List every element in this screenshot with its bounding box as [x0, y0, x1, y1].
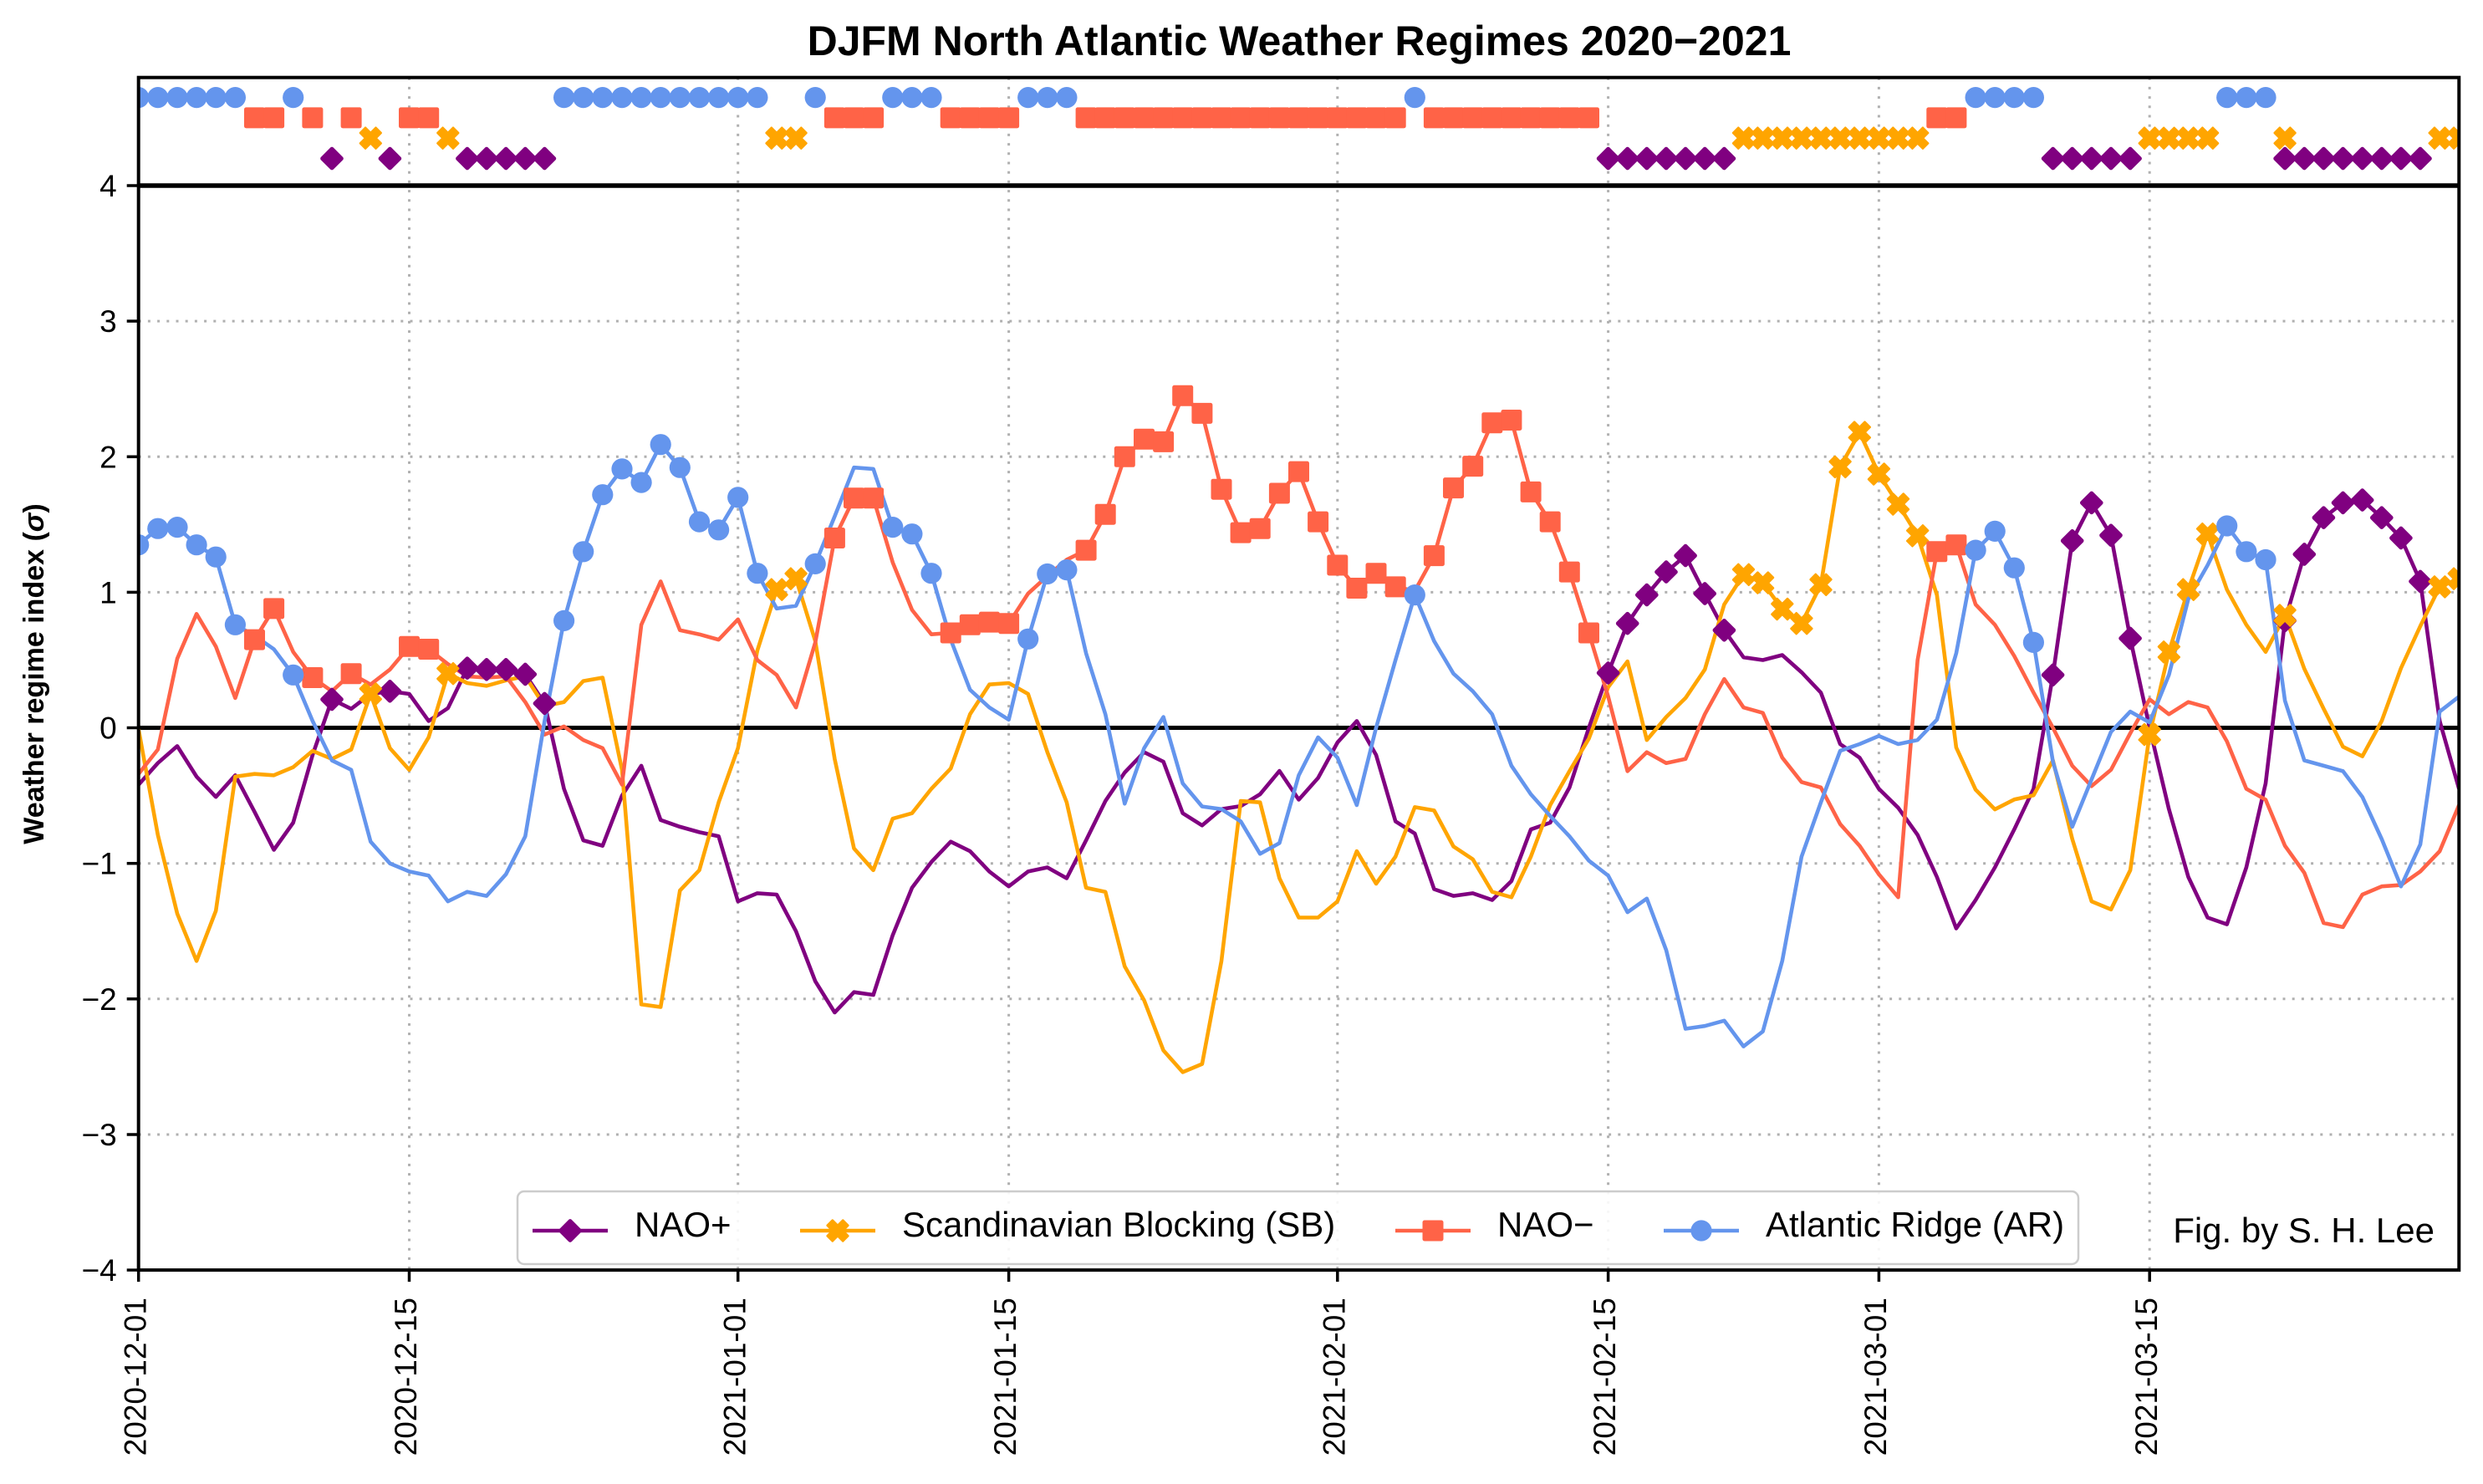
- svg-text:2021-01-01: 2021-01-01: [717, 1298, 752, 1456]
- svg-text:−1: −1: [82, 847, 117, 881]
- svg-text:2021-02-15: 2021-02-15: [1588, 1298, 1622, 1456]
- svg-text:DJFM North Atlantic Weather Re: DJFM North Atlantic Weather Regimes 2020…: [808, 18, 1792, 64]
- svg-text:2021-01-15: 2021-01-15: [988, 1298, 1022, 1456]
- svg-text:0: 0: [99, 711, 117, 746]
- svg-text:−4: −4: [82, 1253, 117, 1288]
- svg-text:Weather regime index (σ): Weather regime index (σ): [18, 503, 50, 844]
- svg-text:2021-02-01: 2021-02-01: [1317, 1298, 1351, 1456]
- svg-text:1: 1: [99, 575, 117, 609]
- svg-text:NAO+: NAO+: [635, 1205, 732, 1244]
- svg-text:NAO−: NAO−: [1497, 1205, 1594, 1244]
- svg-text:2020-12-01: 2020-12-01: [118, 1298, 152, 1456]
- svg-text:4: 4: [99, 169, 117, 203]
- svg-text:2021-03-01: 2021-03-01: [1858, 1298, 1893, 1456]
- svg-text:3: 3: [99, 304, 117, 339]
- svg-text:2020-12-15: 2020-12-15: [389, 1298, 423, 1456]
- svg-text:2: 2: [99, 440, 117, 474]
- svg-text:Atlantic Ridge (AR): Atlantic Ridge (AR): [1766, 1205, 2064, 1244]
- svg-text:Fig. by S. H. Lee: Fig. by S. H. Lee: [2173, 1211, 2435, 1250]
- svg-text:−3: −3: [82, 1118, 117, 1152]
- svg-text:−2: −2: [82, 982, 117, 1017]
- svg-text:Scandinavian Blocking (SB): Scandinavian Blocking (SB): [902, 1205, 1335, 1244]
- svg-text:2021-03-15: 2021-03-15: [2129, 1298, 2164, 1456]
